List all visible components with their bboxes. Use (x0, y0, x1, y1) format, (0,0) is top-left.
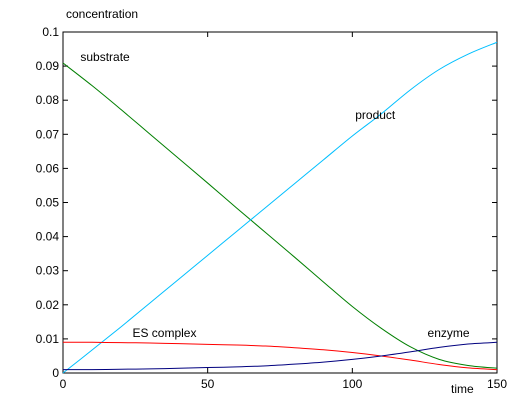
annotation-es-complex: ES complex (132, 326, 196, 340)
axis-ticks: 0 0.01 0.02 0.03 0.04 0.05 0.06 0.07 0.08 0.09 0.1… (36, 25, 508, 391)
y-tick-label: 0.09 (36, 59, 60, 73)
y-tick-label: 0 (52, 366, 59, 380)
annotation-product: product (355, 108, 396, 122)
series-group (62, 41, 498, 374)
annotation-enzyme: enzyme (428, 326, 470, 340)
x-tick-label: 100 (342, 377, 362, 391)
y-tick-label: 0.06 (36, 161, 60, 175)
y-tick-label: 0.04 (36, 230, 60, 244)
annotations-group: substrate product ES complex enzyme (80, 50, 470, 340)
y-tick-label: 0.05 (36, 196, 60, 210)
y-tick-label: 0.1 (42, 25, 59, 39)
series-line-substrate (62, 62, 498, 369)
y-tick-label: 0.03 (36, 264, 60, 278)
x-axis-label: time (451, 382, 474, 396)
y-tick-label: 0.02 (36, 298, 60, 312)
plot-area (62, 31, 498, 374)
x-tick-label: 50 (201, 377, 215, 391)
series-line-es-complex (62, 341, 498, 371)
series-line-enzyme (62, 341, 498, 371)
x-tick-label: 0 (60, 377, 67, 391)
annotation-substrate: substrate (80, 50, 130, 64)
y-axis-label: concentration (66, 7, 138, 21)
y-tick-label: 0.01 (36, 332, 60, 346)
x-tick-label: 150 (487, 377, 507, 391)
y-tick-label: 0.08 (36, 93, 60, 107)
y-tick-label: 0.07 (36, 127, 60, 141)
series-line-product (62, 41, 498, 374)
